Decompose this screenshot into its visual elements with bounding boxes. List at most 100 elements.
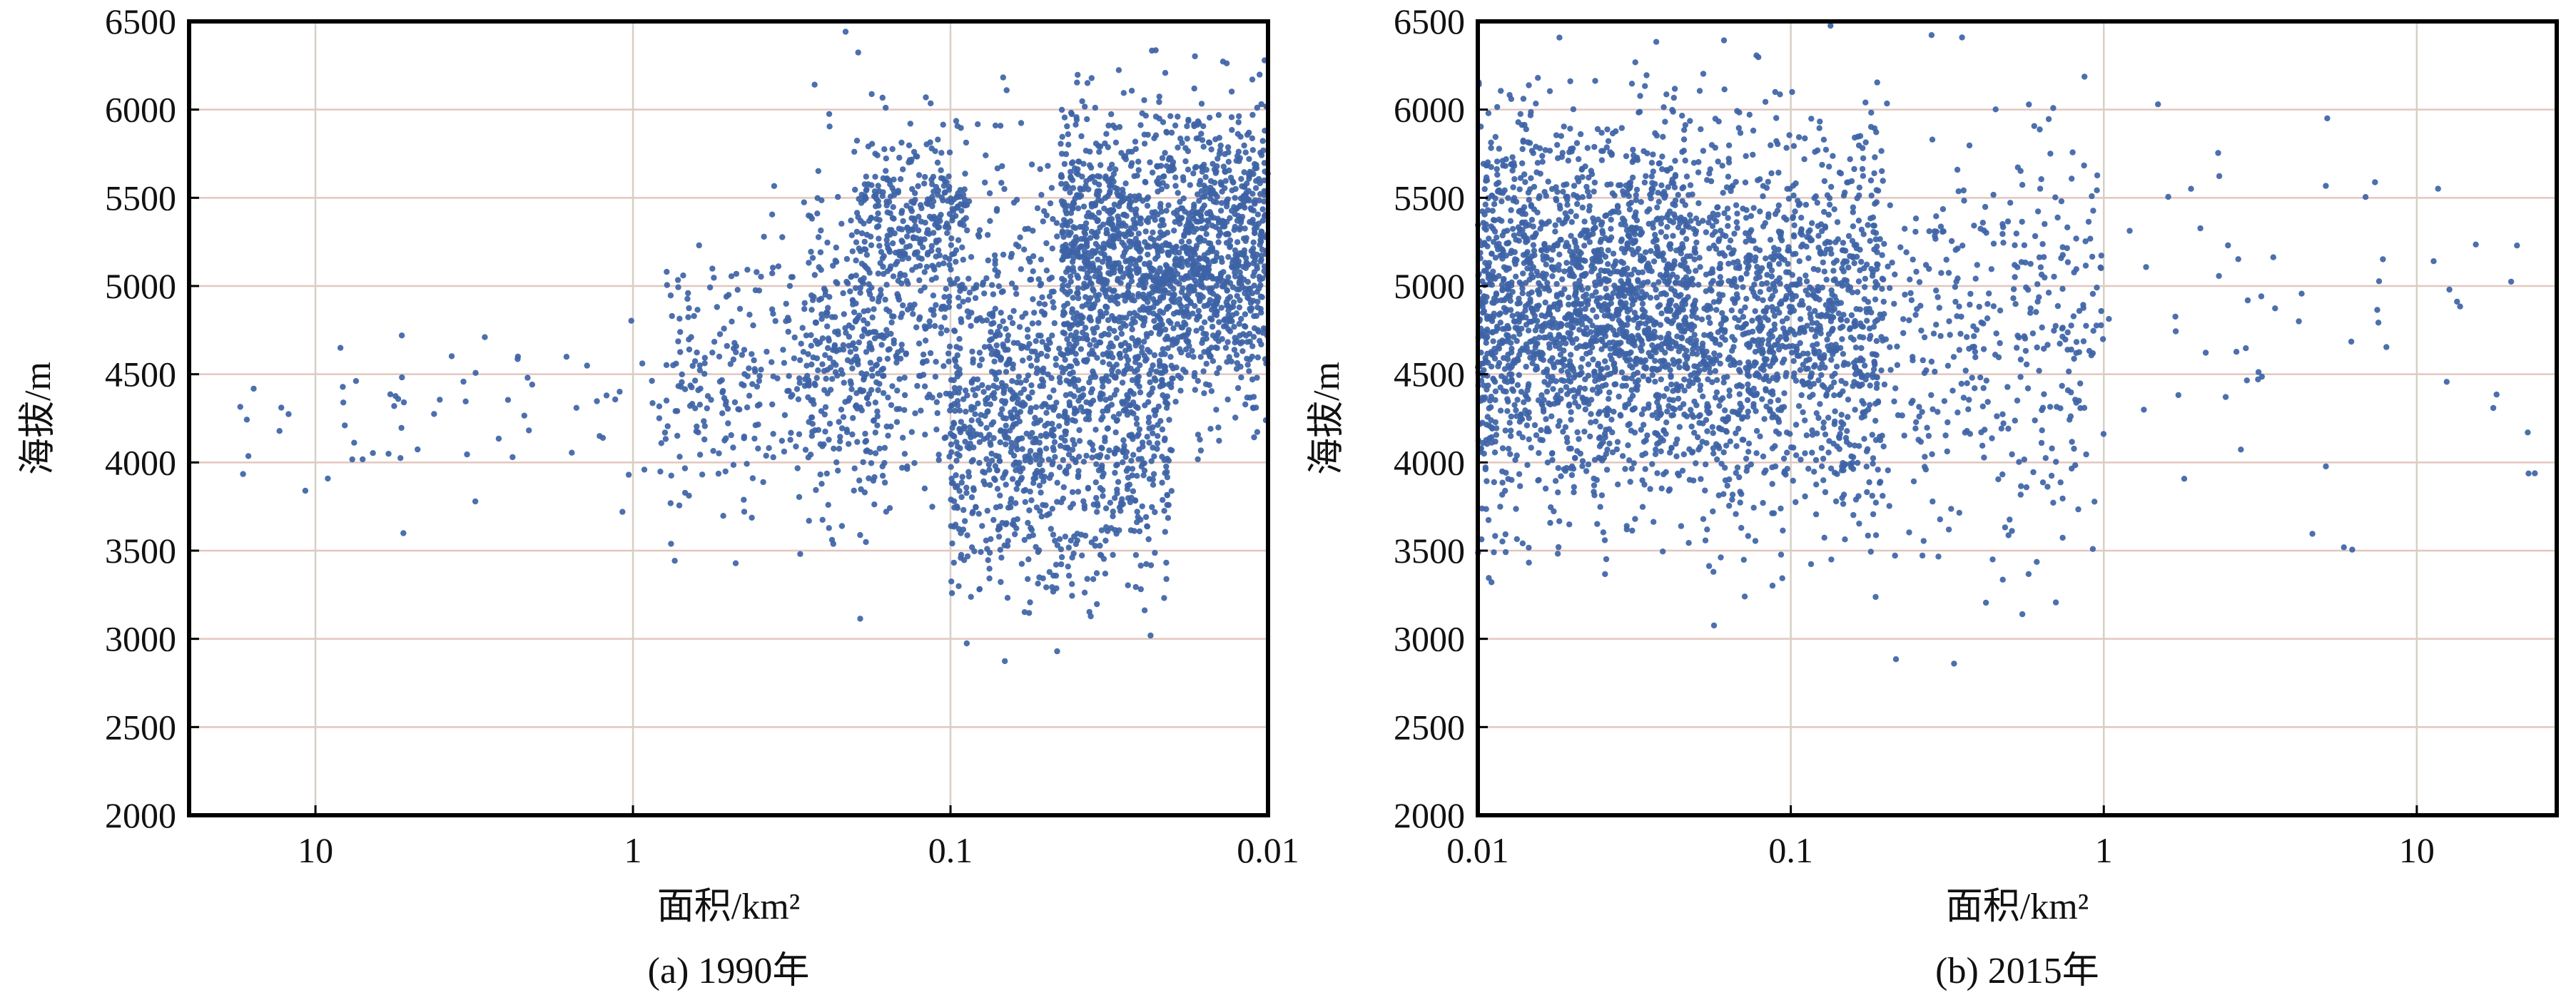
scatter-point [950, 559, 958, 566]
scatter-point [1000, 74, 1007, 81]
scatter-point [959, 474, 965, 480]
scatter-point [992, 476, 998, 484]
scatter-point [1567, 78, 1573, 85]
scatter-point [997, 503, 1003, 510]
scatter-point [1119, 186, 1126, 193]
scatter-point [1064, 300, 1071, 307]
scatter-point [1155, 433, 1161, 439]
scatter-point [1209, 316, 1215, 323]
scatter-point [1098, 527, 1105, 534]
scatter-point [1123, 367, 1130, 373]
scatter-point [1054, 648, 1060, 655]
scatter-point [1054, 542, 1061, 549]
scatter-point [1150, 267, 1157, 273]
scatter-point [1087, 613, 1094, 620]
scatter-point [1048, 471, 1055, 478]
scatter-point [1142, 514, 1150, 521]
scatter-point [875, 198, 881, 205]
scatter-point [870, 417, 877, 424]
scatter-point [1187, 182, 1194, 188]
scatter-point [1186, 238, 1192, 245]
scatter-point [1636, 108, 1643, 115]
scatter-point [1491, 449, 1499, 456]
scatter-point [1174, 213, 1181, 219]
scatter-point [1489, 579, 1495, 586]
scatter-point [993, 376, 1000, 382]
scatter-point [1147, 159, 1153, 165]
scatter-point [805, 394, 811, 401]
scatter-point [993, 205, 1000, 213]
scatter-point [906, 243, 913, 250]
scatter-point [1177, 136, 1184, 142]
scatter-point [935, 224, 941, 231]
scatter-point [1191, 121, 1197, 128]
scatter-point [398, 332, 405, 339]
scatter-point [240, 471, 246, 477]
scatter-point [968, 593, 974, 600]
scatter-point [1095, 256, 1101, 263]
scatter-point [819, 516, 826, 523]
scatter-point [876, 295, 883, 301]
scatter-point [1048, 185, 1055, 191]
scatter-point [833, 244, 840, 251]
scatter-point [964, 532, 970, 539]
scatter-point [1107, 395, 1114, 402]
scatter-point [800, 349, 807, 355]
scatter-point [1041, 312, 1048, 318]
scatter-point [1219, 259, 1225, 265]
scatter-point [1538, 392, 1545, 399]
scatter-point [1251, 282, 1257, 289]
scatter-point [1097, 542, 1103, 549]
scatter-point [1133, 206, 1140, 213]
scatter-point [796, 379, 803, 386]
scatter-point [1068, 278, 1075, 285]
scatter-point [1127, 310, 1133, 317]
scatter-point [1183, 248, 1190, 255]
scatter-point [994, 384, 1000, 391]
scatter-point [938, 150, 945, 156]
scatter-point [1028, 382, 1035, 389]
scatter-point [1167, 320, 1174, 327]
scatter-point [858, 370, 865, 377]
scatter-point [1591, 482, 1598, 489]
scatter-point [746, 312, 753, 318]
scatter-point [1152, 377, 1159, 384]
scatter-point [1126, 481, 1133, 488]
scatter-point [1230, 299, 1237, 305]
scatter-point [875, 183, 881, 189]
scatter-point [1060, 369, 1066, 376]
scatter-point [953, 258, 959, 265]
scatter-point [1076, 438, 1083, 444]
scatter-point [1631, 266, 1638, 273]
scatter-point [325, 475, 331, 482]
scatter-point [849, 431, 856, 438]
scatter-point [874, 422, 881, 429]
scatter-point [1075, 295, 1082, 302]
scatter-point [808, 414, 815, 421]
scatter-point [1156, 93, 1162, 100]
scatter-point [1018, 120, 1025, 126]
scatter-point [928, 243, 935, 250]
scatter-point [649, 377, 655, 384]
scatter-point [1058, 198, 1065, 205]
scatter-point [983, 424, 990, 432]
scatter-point [953, 213, 959, 219]
scatter-point [809, 421, 816, 427]
scatter-point [1200, 330, 1207, 337]
scatter-point [1035, 332, 1042, 339]
scatter-point [1216, 364, 1222, 372]
scatter-point [1102, 438, 1108, 444]
scatter-point [863, 186, 870, 193]
scatter-point [1198, 225, 1205, 232]
scatter-point [870, 477, 877, 484]
scatter-point [1013, 525, 1020, 531]
scatter-point [848, 386, 855, 392]
scatter-point [1638, 427, 1644, 433]
scatter-point [1126, 238, 1132, 245]
scatter-point [1203, 223, 1210, 230]
scatter-point [1219, 223, 1227, 230]
scatter-point [1601, 537, 1608, 544]
scatter-point [1050, 447, 1057, 454]
scatter-point [940, 175, 946, 182]
scatter-point [1224, 302, 1232, 309]
